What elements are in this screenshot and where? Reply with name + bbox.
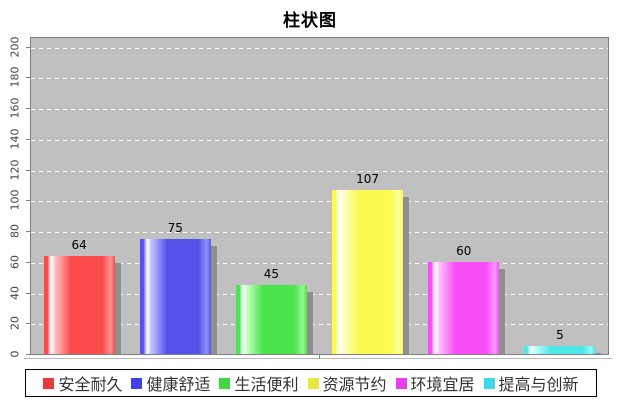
bar-slot: 60 (416, 38, 512, 354)
y-axis-tick-mark (26, 138, 30, 140)
y-axis-tick-label: 0 (8, 350, 22, 358)
y-axis-tick-mark (26, 169, 30, 171)
gridline (31, 78, 608, 80)
bar-slot: 107 (320, 38, 416, 354)
y-axis-tick-label: 180 (8, 66, 22, 88)
legend-item: 资源节约 (307, 371, 387, 395)
bar (43, 256, 121, 354)
bar (428, 262, 506, 354)
legend-item: 环境宜居 (395, 371, 475, 395)
legend-label: 资源节约 (322, 375, 387, 394)
legend-item: 健康舒适 (131, 371, 210, 395)
legend-label: 环境宜居 (410, 375, 475, 394)
bar-value-label: 107 (356, 172, 380, 186)
x-axis-center-tick (319, 355, 320, 359)
legend-item: 生活便利 (219, 371, 299, 395)
y-axis-tick-mark (26, 77, 30, 79)
y-axis-tick-label: 200 (8, 36, 22, 58)
y-axis-tick-label: 40 (8, 285, 22, 300)
bar-value-label: 5 (556, 328, 564, 342)
gridline (31, 293, 608, 295)
legend-swatch (483, 377, 495, 389)
bar (139, 239, 217, 354)
bar (524, 346, 602, 354)
y-axis-tick-label: 80 (8, 224, 22, 239)
y-axis-tick-label: 120 (8, 159, 22, 181)
x-axis-line (24, 358, 612, 359)
gridline (31, 201, 608, 203)
bar-slot: 5 (512, 38, 608, 354)
legend-swatch (43, 377, 55, 389)
y-axis-tick-label: 20 (8, 316, 22, 331)
gridline (31, 232, 608, 234)
bar (235, 285, 313, 354)
plot-area: 64 75 45 107 60 5 (30, 37, 609, 355)
legend-label: 提高与创新 (498, 375, 579, 394)
legend-label: 生活便利 (234, 375, 299, 394)
y-axis-tick-mark (26, 323, 30, 325)
y-axis-tick-label: 140 (8, 128, 22, 150)
gridline (31, 47, 608, 49)
bar-slot: 64 (31, 38, 127, 354)
bar-value-label: 60 (456, 244, 472, 258)
gridline (31, 262, 608, 264)
bars: 64 75 45 107 60 5 (31, 38, 608, 354)
legend-item: 安全耐久 (43, 371, 122, 395)
gridline (31, 170, 608, 172)
y-axis-tick-label: 160 (8, 97, 22, 119)
legend-swatch (395, 377, 407, 389)
bar (332, 190, 410, 354)
bar-value-label: 75 (167, 221, 183, 235)
y-axis-tick-mark (26, 46, 30, 48)
y-axis-tick-mark (26, 292, 30, 294)
gridline (31, 139, 608, 141)
y-axis-tick-mark (26, 200, 30, 202)
bar-slot: 75 (127, 38, 223, 354)
y-axis-tick-mark (26, 231, 30, 233)
y-axis-tick-label: 60 (8, 254, 22, 269)
gridline (31, 109, 608, 111)
bar-value-label: 45 (263, 267, 280, 281)
legend-swatch (131, 377, 143, 389)
y-axis-tick-mark (26, 354, 30, 355)
gridline (31, 324, 608, 326)
bar-slot: 45 (223, 38, 319, 354)
chart-title: 柱状图 (283, 11, 337, 31)
y-axis-tick-label: 100 (8, 189, 22, 211)
legend-label: 健康舒适 (146, 375, 211, 394)
bar-value-label: 64 (71, 238, 87, 252)
legend: 安全耐久 健康舒适 生活便利 资源节约 环境宜居 提高与创新 (25, 369, 597, 397)
y-axis-tick-mark (26, 108, 30, 110)
legend-label: 安全耐久 (58, 375, 123, 394)
legend-item: 提高与创新 (483, 371, 579, 395)
legend-swatch (307, 377, 319, 389)
legend-swatch (219, 377, 231, 389)
y-axis-tick-mark (26, 261, 30, 263)
